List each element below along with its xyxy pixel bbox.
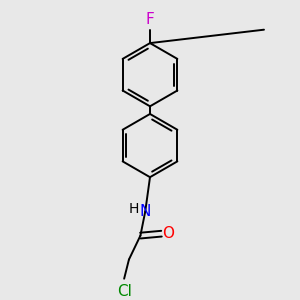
Text: H: H	[128, 202, 139, 216]
Text: N: N	[140, 204, 151, 219]
Text: F: F	[146, 12, 154, 27]
Text: Cl: Cl	[117, 284, 132, 299]
Text: O: O	[162, 226, 174, 241]
